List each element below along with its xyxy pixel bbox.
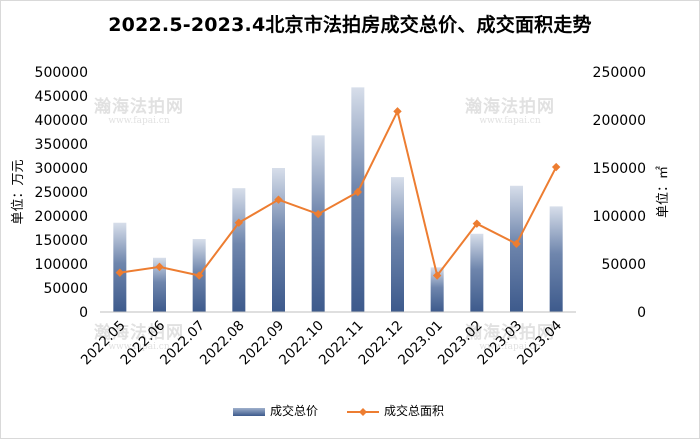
y-left-tick-label: 400000 xyxy=(35,113,88,129)
line-point xyxy=(155,262,164,272)
bar-series xyxy=(113,87,563,312)
y-left-label: 单位：万元 xyxy=(11,159,26,224)
x-ticks: 2022.052022.062022.072022.082022.092022.… xyxy=(78,318,565,369)
line-point xyxy=(313,209,323,219)
y-right-tick-label: 100000 xyxy=(593,209,646,225)
y-left-tick-label: 150000 xyxy=(35,233,88,249)
y-left-tick-label: 100000 xyxy=(35,257,88,273)
y-left-tick-label: 300000 xyxy=(35,161,88,177)
y-left-tick-label: 0 xyxy=(79,305,88,321)
y-left-tick-label: 50000 xyxy=(43,281,88,297)
bar xyxy=(311,135,325,312)
y-left-tick-label: 350000 xyxy=(35,137,88,153)
x-tick-label: 2023.04 xyxy=(514,318,565,369)
y-left-ticks: 0 50000 100000 150000 200000 250000 300000 3500… xyxy=(35,65,88,321)
line-point xyxy=(234,218,244,227)
bar xyxy=(272,168,285,312)
bar xyxy=(470,233,484,312)
chart-title: 2022.5-2023.4北京市法拍房成交总价、成交面积走势 xyxy=(108,14,592,36)
bar xyxy=(391,177,404,312)
y-right-ticks: 0 50000 100000 150000 200000 250000 xyxy=(593,65,646,321)
y-left-tick-label: 450000 xyxy=(35,89,88,105)
bar xyxy=(430,267,444,312)
y-right-tick-label: 200000 xyxy=(593,113,646,129)
y-left-tick-label: 200000 xyxy=(35,209,88,225)
line-series xyxy=(115,107,561,280)
bar xyxy=(232,188,246,312)
bar xyxy=(153,257,166,312)
line-point xyxy=(432,271,442,280)
bar xyxy=(113,222,127,312)
y-right-tick-label: 0 xyxy=(637,305,646,321)
legend-label: 成交总面积 xyxy=(384,404,445,418)
line-point xyxy=(353,187,363,197)
line-point xyxy=(274,195,283,204)
line-point xyxy=(472,219,482,228)
line-point xyxy=(194,271,204,280)
bar xyxy=(351,87,365,312)
y-right-label: 单位：㎡ xyxy=(656,166,671,218)
line-point xyxy=(512,239,521,249)
y-left-tick-label: 500000 xyxy=(35,65,88,81)
legend-item-bar: 成交总价 xyxy=(232,402,318,419)
line-point xyxy=(551,162,561,172)
y-left-tick-label: 250000 xyxy=(35,185,88,201)
legend-line-swatch xyxy=(347,407,379,416)
line-point xyxy=(115,268,125,277)
bar xyxy=(549,206,563,312)
series-line xyxy=(119,108,558,278)
y-right-tick-label: 50000 xyxy=(601,257,646,273)
bar xyxy=(510,185,523,312)
y-right-tick-label: 250000 xyxy=(593,65,646,81)
line-point xyxy=(393,107,402,116)
legend-label: 成交总价 xyxy=(270,404,319,418)
legend-bar-swatch xyxy=(233,407,265,416)
legend: 成交总价 成交总面积 xyxy=(0,402,700,422)
legend-item-line: 成交总面积 xyxy=(346,402,444,419)
y-right-tick-label: 150000 xyxy=(593,161,646,177)
